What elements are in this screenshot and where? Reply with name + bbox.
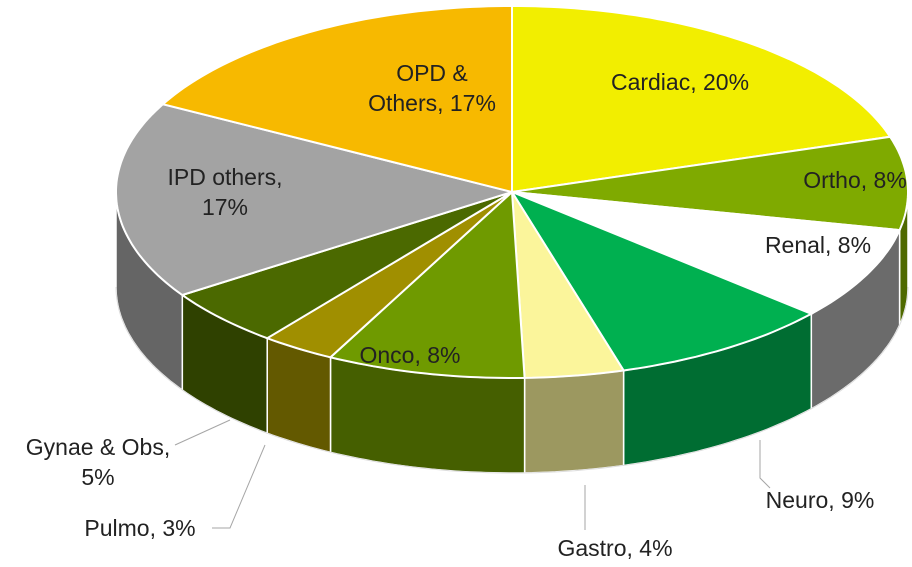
data-label: Gastro, 4% [557, 535, 673, 561]
slice [511, 5, 892, 194]
leader-line [212, 444, 266, 529]
slice [160, 5, 513, 194]
slice [509, 189, 814, 372]
data-label: Ortho, 8% [803, 167, 907, 193]
leader-line [174, 419, 231, 446]
slice [264, 191, 513, 359]
slice [511, 135, 909, 232]
slice [180, 191, 513, 340]
data-label: Renal, 8% [764, 232, 872, 258]
slice [511, 191, 902, 315]
data-label: OPD & Others, 17% [368, 60, 496, 116]
data-label: Neuro, 9% [765, 487, 875, 513]
slice [328, 189, 526, 379]
leader-line [759, 440, 771, 489]
data-label: Onco, 8% [359, 342, 461, 368]
slice [115, 103, 516, 297]
pie-outline [115, 286, 909, 474]
data-label: Gynae & Obs, 5% [25, 434, 171, 490]
data-label: Cardiac, 20% [610, 69, 750, 95]
slice [511, 191, 626, 379]
data-label: Pulmo, 3% [84, 515, 196, 541]
data-label: IPD others, 17% [167, 164, 283, 220]
slice-side [523, 369, 625, 474]
